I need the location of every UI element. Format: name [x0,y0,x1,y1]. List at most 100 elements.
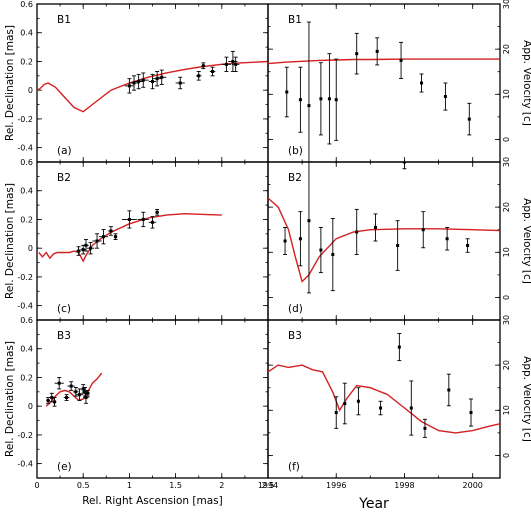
data-marker [355,52,359,56]
data-marker [447,388,451,392]
y-tick-label: 0.6 [20,158,33,167]
row-label: B1 [57,14,71,26]
data-point [108,226,114,236]
data-point [334,58,339,141]
data-marker [201,64,205,68]
data-point [354,208,359,255]
panel-frame [36,161,269,321]
data-marker [331,253,335,257]
model-curve [38,212,222,263]
x-tick-label: 2000 [463,481,483,490]
y-axis-label: Rel. Declination [mas] [4,183,16,299]
data-point [63,394,70,401]
data-marker [84,396,88,400]
data-point [201,62,206,70]
y-tick-label: 10 [502,89,511,99]
data-marker [334,98,338,102]
y-tick-label: 30 [502,315,511,325]
data-marker [211,70,215,74]
data-marker [379,406,383,410]
data-point [409,380,414,436]
data-marker [65,396,69,400]
data-marker [396,244,400,248]
y-tick-label: -0.2 [17,273,33,282]
data-point [155,208,160,216]
data-point [86,241,95,255]
data-point [469,398,473,427]
y-tick-label: 30 [502,157,511,167]
row-label: B1 [288,14,302,26]
data-point [129,75,139,91]
panel-e [36,319,269,479]
data-marker [469,411,473,415]
panel-b [267,3,501,163]
panel-label: (a) [57,145,72,157]
data-marker [356,399,360,403]
y-tick-label: 30 [502,0,511,9]
data-point [134,73,144,90]
y-tick-label: 20 [502,44,511,54]
data-marker [397,345,401,349]
data-point [334,396,339,429]
panel-label: (c) [57,303,71,315]
x-tick-label: 1.5 [169,481,182,490]
panel-a [36,3,269,163]
data-point [54,377,64,390]
data-marker [307,104,311,108]
data-point [85,389,90,397]
data-point [443,82,448,111]
data-point [395,220,400,271]
y-tick-label: 0 [28,86,33,95]
data-marker [89,246,93,250]
data-point [354,32,359,75]
y-tick-label: -0.2 [17,431,33,440]
y-tick-label: 0.6 [20,0,33,9]
data-marker [319,97,323,101]
data-marker [46,398,50,402]
data-marker [109,229,113,233]
data-marker [114,235,118,239]
data-point [228,50,238,72]
data-point [399,41,404,79]
row-label: B2 [288,172,302,184]
data-point [306,162,311,294]
data-marker [127,217,131,221]
y-axis-label: App. Velocity [c] [521,40,531,126]
y-tick-label: 0 [28,244,33,253]
data-marker [283,239,287,243]
y-tick-label: 0.2 [20,373,33,382]
y-tick-label: 10 [502,405,511,415]
y-tick-label: -0.2 [17,115,33,124]
data-point [52,397,57,407]
y-tick-label: 0.4 [20,345,33,354]
row-label: B3 [57,330,71,342]
data-marker [423,426,427,430]
data-marker [298,237,302,241]
data-marker [231,59,235,63]
data-marker [467,117,471,121]
panel-label: (f) [288,461,300,473]
model-curve [268,364,500,434]
data-marker [373,225,377,229]
data-marker [155,210,159,214]
data-marker [343,402,347,406]
data-point [327,53,332,145]
y-tick-label: 0 [28,402,33,411]
data-point [157,69,167,85]
y-tick-label: 0.4 [20,187,33,196]
model-curve [268,197,500,283]
x-tick-label: 1996 [326,481,346,490]
y-tick-label: -0.4 [17,302,33,311]
panel-label: (d) [288,303,303,315]
data-point [113,233,118,241]
data-marker [375,49,379,53]
data-marker [69,384,73,388]
y-tick-label: 20 [502,360,511,370]
data-marker [78,393,82,397]
data-point [465,238,470,253]
data-marker [307,219,311,223]
data-point [148,73,157,90]
data-point [195,71,202,81]
data-marker [445,237,449,241]
data-marker [77,249,81,253]
